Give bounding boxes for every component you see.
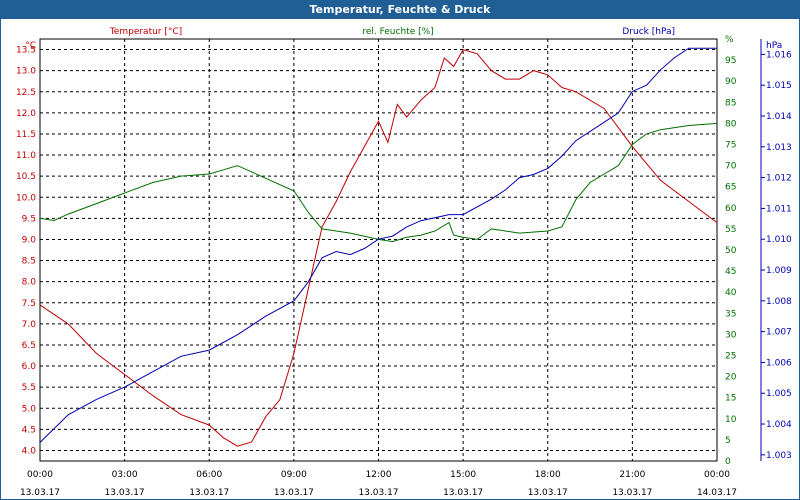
x-tick-label-time: 06:00 [196,470,222,480]
right1-axis-tick-label: 90 [725,77,737,87]
x-tick-label-date: 13.03.17 [105,488,145,498]
x-tick-label-time: 00:00 [27,470,53,480]
right1-axis-tick-label: 75 [725,141,736,151]
x-tick-label-date: 13.03.17 [189,488,229,498]
right2-axis-tick-label: 1.003 [766,451,792,461]
right1-axis-tick-label: 40 [725,288,737,298]
left-axis-tick-label: 12.5 [16,88,36,98]
right1-axis-tick-label: 20 [725,373,737,383]
left-axis-tick-label: 6.0 [22,362,37,372]
x-tick-label-time: 21:00 [619,470,645,480]
x-tick-label-time: 12:00 [366,470,392,480]
left-axis-tick-label: 5.5 [22,383,36,393]
right1-axis-tick-label: 10 [725,415,737,425]
right2-axis-tick-label: 1.008 [766,297,792,307]
left-axis-tick-label: 7.0 [22,320,37,330]
right1-axis-tick-label: 45 [725,267,736,277]
left-axis-tick-label: 8.0 [22,278,37,288]
left-axis-tick-label: 12.0 [16,109,36,119]
right1-axis-tick-label: 0 [725,457,731,467]
right2-axis-tick-label: 1.015 [766,81,792,91]
right2-axis-tick-label: 1.006 [766,358,792,368]
left-axis-tick-label: 4.5 [22,425,36,435]
right2-axis-tick-label: 1.009 [766,266,792,276]
x-tick-label-time: 00:00 [704,470,730,480]
right1-axis-tick-label: 55 [725,225,736,235]
x-tick-label-time: 18:00 [535,470,561,480]
left-axis-unit: °C [25,41,36,51]
window-title: Temperatur, Feuchte & Druck [1,1,799,19]
left-axis-tick-label: 6.5 [22,341,36,351]
left-axis-tick-label: 8.5 [22,257,36,267]
left-axis-tick-label: 9.0 [22,235,37,245]
left-axis-tick-label: 11.0 [16,151,36,161]
right1-axis-tick-label: 50 [725,246,737,256]
right1-axis-tick-label: 15 [725,394,736,404]
right1-axis-tick-label: 70 [725,162,737,172]
humidity-series-label: rel. Feuchte [%] [362,27,433,37]
left-axis-tick-label: 5.0 [22,404,37,414]
right1-axis-tick-label: 25 [725,352,736,362]
x-tick-label-date: 13.03.17 [528,488,568,498]
right1-axis-tick-label: 35 [725,309,736,319]
left-axis-tick-label: 11.5 [16,130,36,140]
right1-axis-tick-label: 95 [725,56,736,66]
temperature-line [39,49,718,447]
right2-axis-tick-label: 1.005 [766,389,792,399]
x-tick-label-date: 13.03.17 [20,488,60,498]
right2-axis-tick-label: 1.012 [766,174,792,184]
right2-axis-tick-label: 1.004 [766,420,792,430]
x-tick-label-date: 14.03.17 [697,488,737,498]
temperature-series-label: Temperatur [°C] [109,27,182,37]
right1-axis-tick-label: 85 [725,98,736,108]
x-tick-label-date: 13.03.17 [443,488,483,498]
right1-axis-tick-label: 65 [725,183,736,193]
right2-axis-tick-label: 1.016 [766,50,792,60]
right1-axis-tick-label: 60 [725,204,737,214]
humidity-line [39,122,718,243]
right2-axis-tick-label: 1.013 [766,143,792,153]
x-tick-label-date: 13.03.17 [358,488,398,498]
right2-axis-tick-label: 1.011 [766,204,792,214]
right1-axis-tick-label: % [725,35,734,45]
left-axis-tick-label: 10.5 [16,172,36,182]
x-tick-label-time: 03:00 [112,470,138,480]
pressure-series-label: Druck [hPa] [622,27,675,37]
x-tick-label-time: 09:00 [281,470,307,480]
left-axis-tick-label: 9.5 [22,214,36,224]
pressure-line [39,47,717,443]
left-axis-tick-label: 10.0 [16,193,36,203]
right2-axis-tick-label: 1.014 [766,112,792,122]
x-tick-label-date: 13.03.17 [612,488,652,498]
right2-axis-unit: hPa [766,41,782,51]
x-tick-label-date: 13.03.17 [274,488,314,498]
x-tick-label-time: 15:00 [450,470,476,480]
right1-axis-tick-label: 5 [725,436,731,446]
left-axis-tick-label: 4.0 [22,446,37,456]
right1-axis-tick-label: 30 [725,330,737,340]
right2-axis-tick-label: 1.007 [766,328,792,338]
left-axis-tick-label: 13.5 [16,46,36,56]
left-axis-tick-label: 7.5 [22,299,36,309]
left-axis-tick-label: 13.0 [16,67,36,77]
right2-axis-tick-label: 1.010 [766,235,792,245]
right1-axis-tick-label: 80 [725,119,737,129]
